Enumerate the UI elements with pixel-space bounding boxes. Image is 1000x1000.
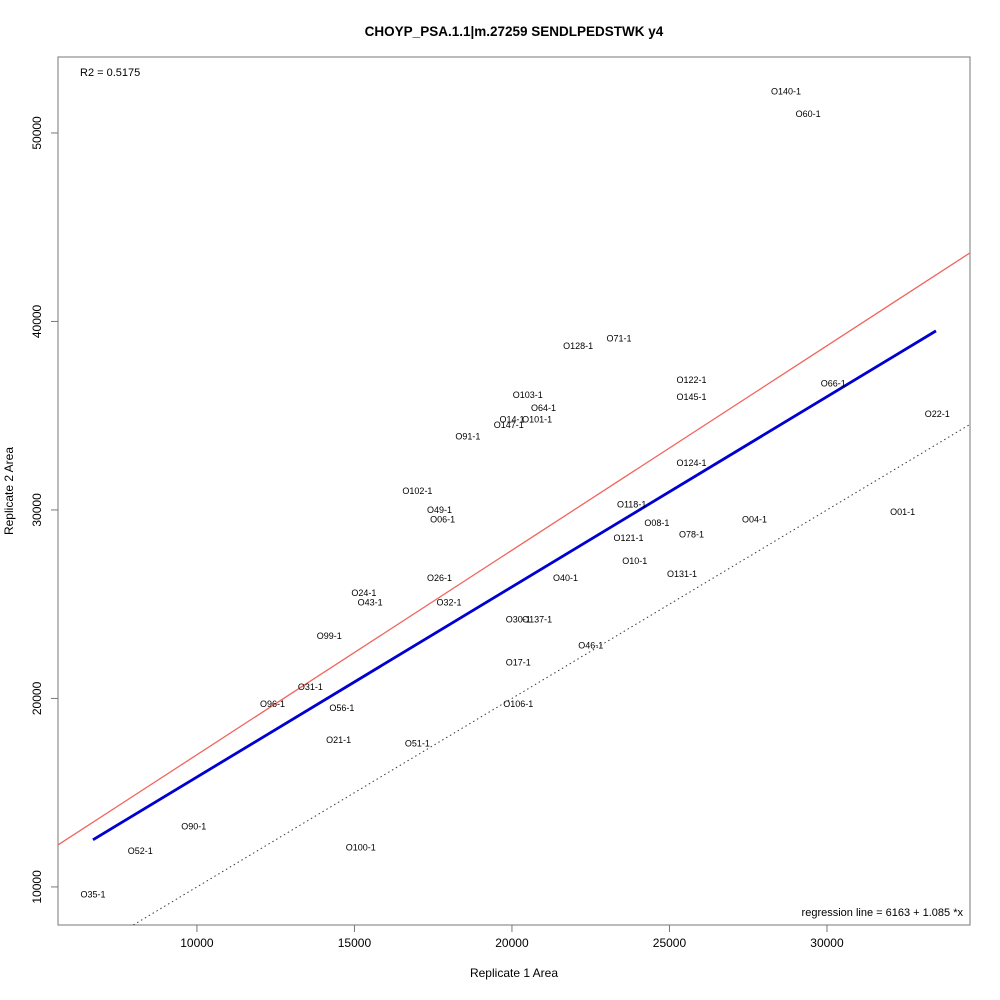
x-tick-label: 10000 (180, 936, 214, 950)
point-label-O90-1: O90-1 (181, 822, 206, 832)
regression-line (58, 252, 970, 846)
point-label-O71-1: O71-1 (607, 333, 632, 343)
x-tick-label: 30000 (810, 936, 844, 950)
point-label-O121-1: O121-1 (613, 533, 643, 543)
point-label-O51-1: O51-1 (405, 739, 430, 749)
x-axis-label: Replicate 1 Area (470, 966, 558, 980)
point-label-O52-1: O52-1 (128, 846, 153, 856)
point-label-O17-1: O17-1 (506, 658, 531, 668)
point-label-O101-1: O101-1 (522, 414, 552, 424)
point-label-O122-1: O122-1 (677, 375, 707, 385)
point-label-O56-1: O56-1 (329, 703, 354, 713)
point-label-O91-1: O91-1 (455, 431, 480, 441)
point-label-O66-1: O66-1 (821, 379, 846, 389)
x-tick-label: 20000 (495, 936, 529, 950)
point-label-O06-1: O06-1 (430, 514, 455, 524)
point-label-O103-1: O103-1 (513, 390, 543, 400)
point-label-O124-1: O124-1 (677, 458, 707, 468)
point-label-O145-1: O145-1 (677, 392, 707, 402)
y-tick-label: 50000 (30, 116, 44, 150)
y-axis-label: Replicate 2 Area (2, 447, 16, 535)
point-label-O24-1: O24-1 (351, 588, 376, 598)
point-label-O31-1: O31-1 (298, 682, 323, 692)
point-label-O22-1: O22-1 (925, 409, 950, 419)
point-label-O140-1: O140-1 (771, 86, 801, 96)
point-label-O30-1: O30-1 (506, 614, 531, 624)
x-tick-label: 15000 (338, 936, 372, 950)
point-label-O49-1: O49-1 (427, 505, 452, 515)
point-label-O26-1: O26-1 (427, 573, 452, 583)
y-tick-label: 10000 (30, 870, 44, 904)
point-label-O04-1: O04-1 (742, 514, 767, 524)
y-tick-label: 40000 (30, 304, 44, 338)
chart-generated-content: 10000 15000 20000 25000 30000 10000 20000 30000… (30, 86, 970, 950)
point-label-O01-1: O01-1 (890, 507, 915, 517)
point-label-O131-1: O131-1 (667, 569, 697, 579)
regression-equation-annotation: regression line = 6163 + 1.085 *x (802, 907, 964, 919)
point-label-O60-1: O60-1 (796, 109, 821, 119)
point-label-O102-1: O102-1 (402, 486, 432, 496)
point-label-O106-1: O106-1 (503, 699, 533, 709)
point-label-O137-1: O137-1 (522, 614, 552, 624)
line-layer (58, 252, 970, 925)
point-label-O10-1: O10-1 (622, 556, 647, 566)
y-tick-label: 20000 (30, 681, 44, 715)
y-tick-label: 30000 (30, 493, 44, 527)
point-label-O21-1: O21-1 (326, 735, 351, 745)
x-tick-label: 25000 (653, 936, 687, 950)
point-label-O46-1: O46-1 (578, 641, 603, 651)
plot-area-border (57, 56, 971, 926)
point-label-O96-1: O96-1 (260, 699, 285, 709)
r2-annotation: R2 = 0.5175 (80, 67, 140, 79)
point-label-O78-1: O78-1 (679, 529, 704, 539)
point-label-O100-1: O100-1 (346, 842, 376, 852)
plot-title: CHOYP_PSA.1.1|m.27259 SENDLPEDSTWK y4 (365, 24, 664, 39)
identity-line (133, 423, 970, 925)
point-label-O118-1: O118-1 (617, 499, 646, 509)
point-label-O40-1: O40-1 (553, 573, 578, 583)
point-label-O08-1: O08-1 (644, 518, 669, 528)
point-label-O32-1: O32-1 (436, 597, 461, 607)
point-label-O64-1: O64-1 (531, 403, 556, 413)
point-label-O43-1: O43-1 (358, 597, 383, 607)
point-label-O99-1: O99-1 (317, 631, 342, 641)
fit-line (92, 329, 937, 842)
point-label-O14-1: O14-1 (499, 414, 524, 424)
point-label-O128-1: O128-1 (563, 341, 593, 351)
point-label-O35-1: O35-1 (80, 889, 105, 899)
point-label-O147-1: O147-1 (494, 420, 524, 430)
